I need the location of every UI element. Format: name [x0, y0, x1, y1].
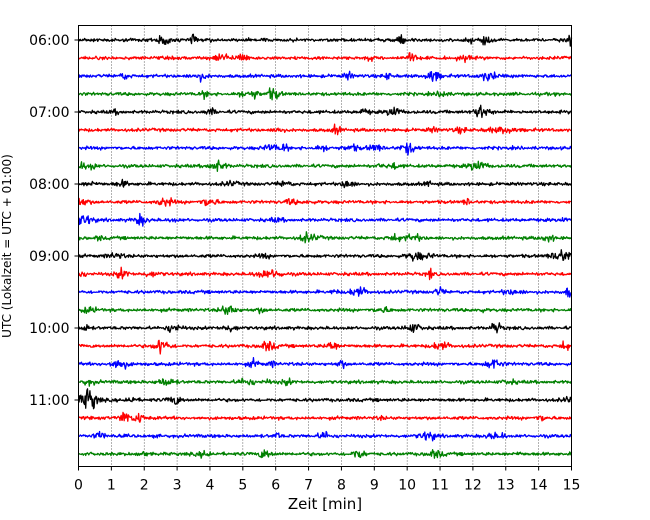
- seismogram-trace: [77, 52, 572, 64]
- y-tick-label: 07:00: [29, 105, 69, 121]
- y-tick-label: 06:00: [29, 33, 69, 49]
- x-tick-label: 1: [107, 478, 116, 494]
- seismogram-trace: [77, 178, 572, 189]
- seismogram-trace: [78, 286, 573, 298]
- seismogram-trace: [78, 231, 572, 244]
- x-axis-label: Zeit [min]: [288, 495, 362, 513]
- seismogram-trace: [78, 266, 573, 281]
- seismogram-trace: [78, 159, 573, 172]
- seismogram-trace: [78, 377, 572, 387]
- seismogram-traces: [77, 33, 573, 459]
- seismogram-trace: [78, 305, 573, 315]
- x-tick-label: 6: [271, 478, 280, 494]
- seismogram-trace: [78, 449, 573, 459]
- x-tick-label: 11: [431, 478, 449, 494]
- x-tick-label: 13: [497, 478, 515, 494]
- y-tick-label: 11:00: [29, 393, 69, 409]
- seismogram-trace: [78, 249, 572, 262]
- x-tick-label: 15: [563, 478, 581, 494]
- seismogram-trace: [77, 123, 572, 136]
- x-axis-ticks: 0 1 2 3 4 5 6 7 8 9 10 11 12 13 14 15: [74, 466, 581, 494]
- x-tick-label: 2: [140, 478, 149, 494]
- x-tick-label: 0: [74, 478, 83, 494]
- y-tick-label: 10:00: [29, 321, 69, 337]
- x-tick-label: 3: [173, 478, 182, 494]
- x-tick-label: 4: [206, 478, 215, 494]
- x-tick-label: 8: [337, 478, 346, 494]
- y-tick-label: 08:00: [29, 177, 69, 193]
- plot-frame: [78, 25, 572, 467]
- seismogram-trace: [78, 357, 572, 370]
- y-axis-label: UTC (Lokalzeit = UTC + 01:00): [0, 154, 14, 338]
- seismogram-trace: [77, 142, 573, 156]
- y-tick-label: 09:00: [29, 249, 69, 265]
- x-tick-label: 9: [370, 478, 379, 494]
- y-axis-ticks: 06:00 07:00 08:00 09:00 10:00 11:00: [29, 33, 79, 409]
- x-tick-label: 12: [464, 478, 482, 494]
- seismogram-trace: [77, 197, 572, 207]
- seismogram-trace: [78, 430, 573, 442]
- x-tick-label: 7: [304, 478, 313, 494]
- seismogram-trace: [78, 339, 573, 355]
- x-tick-label: 5: [238, 478, 247, 494]
- x-tick-label: 10: [398, 478, 416, 494]
- seismogram-trace: [78, 70, 573, 83]
- x-tick-label: 14: [530, 478, 548, 494]
- seismogram-trace: [77, 388, 573, 410]
- seismogram-trace: [77, 411, 573, 423]
- seismogram-trace: [78, 104, 573, 119]
- seismogram-trace: [78, 87, 573, 101]
- seismogram-trace: [77, 33, 573, 47]
- seismogram-trace: [78, 322, 573, 334]
- seismogram-trace: [77, 212, 573, 227]
